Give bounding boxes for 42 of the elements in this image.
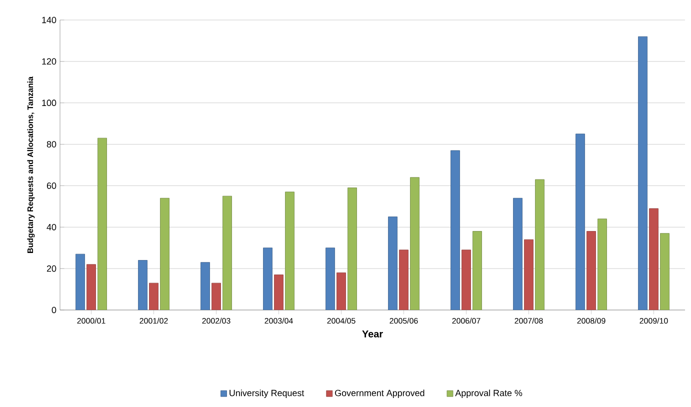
bar [649, 208, 658, 310]
bar [513, 198, 522, 310]
y-tick-label: 140 [42, 16, 56, 24]
bar [326, 248, 335, 310]
y-tick-label: 60 [46, 182, 56, 189]
bar [586, 231, 596, 310]
bar [598, 218, 607, 310]
y-tick-label: 80 [46, 141, 56, 148]
bar [576, 134, 585, 310]
legend-label: Government Approved [335, 390, 424, 398]
legend-label: Approval Rate % [455, 390, 522, 398]
bar [263, 248, 272, 310]
bar [76, 254, 85, 310]
bar [200, 262, 210, 310]
bar [222, 196, 232, 310]
y-tick-label: 40 [46, 224, 56, 230]
bar [638, 36, 648, 310]
bar [410, 177, 420, 310]
y-tick-label: 120 [42, 58, 56, 65]
bar [348, 188, 357, 310]
bar [462, 250, 471, 310]
bar [138, 260, 148, 310]
bar [524, 239, 534, 310]
x-axis-title: Year [362, 330, 383, 338]
bar [336, 272, 346, 310]
bar [98, 138, 107, 310]
bar [399, 250, 408, 310]
bar [535, 179, 544, 310]
bar [285, 192, 294, 310]
bar [86, 264, 96, 310]
bar [149, 282, 158, 310]
bar [160, 198, 170, 310]
bar [660, 233, 670, 310]
y-tick-label: 0 [52, 306, 56, 314]
bar [212, 282, 221, 310]
y-tick-label: 100 [42, 100, 56, 106]
y-tick-label: 20 [46, 265, 56, 272]
bar [450, 150, 460, 310]
bar [388, 216, 398, 310]
bar [274, 274, 284, 310]
bar [472, 231, 482, 310]
legend-label: University Request [230, 390, 304, 398]
